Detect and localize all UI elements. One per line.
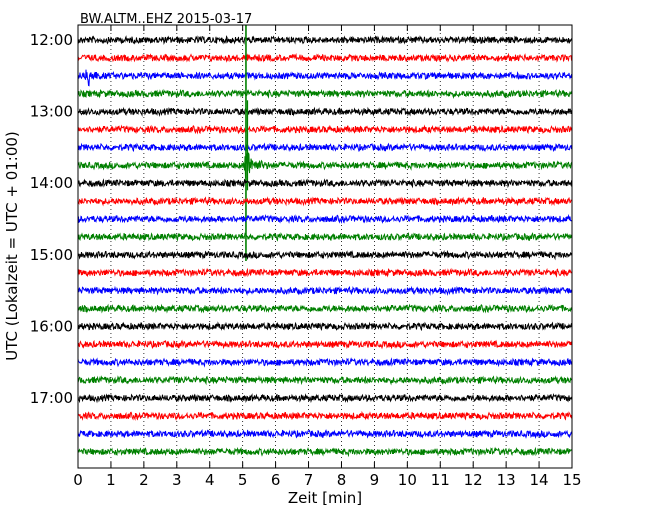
seismic-traces [77,25,573,458]
y-tick-label: 15:00 [30,246,73,264]
y-tick-label: 14:00 [30,174,73,192]
trace-1700 [77,392,573,404]
trace-1430 [77,213,573,225]
trace-1415 [77,196,573,207]
trace-1230 [77,69,573,87]
trace-1545 [77,303,573,314]
chart-title: BW.ALTM..EHZ 2015-03-17 [80,12,252,27]
trace-1200 [77,34,573,45]
y-tick-label: 17:00 [30,389,73,407]
x-tick-label: 5 [238,471,248,489]
plot-frame [77,24,573,469]
trace-1715 [77,410,573,421]
x-tick-label: 7 [304,471,314,489]
trace-1630 [77,357,573,368]
trace-1730 [77,428,573,439]
trace-1645 [77,375,573,386]
trace-1615 [77,339,573,350]
y-axis-ticks: 12:00 13:00 14:00 15:00 16:00 17:00 [30,31,572,407]
y-axis-label: UTC (Lokalzeit = UTC + 01:00) [3,131,21,361]
trace-1500 [77,249,573,261]
y-tick-label: 13:00 [30,103,73,121]
trace-1345 [77,152,573,179]
x-tick-label: 13 [497,471,516,489]
x-tick-label: 15 [562,471,581,489]
x-tick-label: 3 [172,471,182,489]
trace-1515 [77,267,573,278]
trace-1300 [77,106,573,117]
x-tick-label: 12 [464,471,483,489]
x-tick-label: 9 [370,471,380,489]
x-tick-label: 0 [73,471,83,489]
trace-1215 [77,52,573,63]
trace-1445 [77,232,573,242]
x-axis-label: Zeit [min] [288,489,362,507]
trace-1330 [77,142,573,153]
x-tick-label: 1 [106,471,116,489]
trace-1600 [77,321,573,332]
trace-1745 [77,446,573,458]
trace-1530 [77,285,573,296]
x-tick-label: 8 [337,471,347,489]
x-tick-label: 6 [271,471,281,489]
y-tick-label: 16:00 [30,317,73,335]
trace-1315 [77,124,573,135]
trace-1245 [77,88,573,100]
x-tick-label: 14 [530,471,549,489]
x-axis-ticks: 0 1 2 3 4 5 6 7 8 9 10 11 12 13 14 15 [73,25,582,489]
trace-1400 [77,178,573,189]
y-tick-label: 12:00 [30,31,73,49]
x-tick-label: 10 [398,471,417,489]
x-tick-label: 11 [431,471,450,489]
x-tick-label: 4 [205,471,215,489]
x-tick-label: 2 [139,471,149,489]
